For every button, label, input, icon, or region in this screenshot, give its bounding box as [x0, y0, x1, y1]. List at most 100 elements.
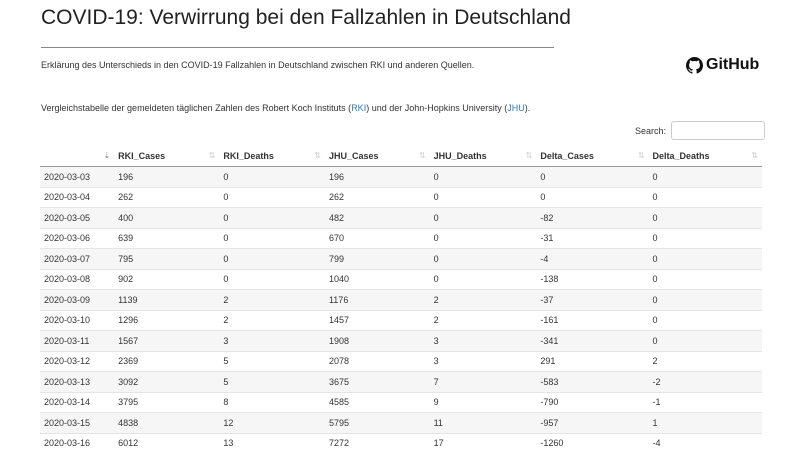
- table-cell: 11: [429, 412, 537, 433]
- rki-link[interactable]: RKI: [351, 103, 367, 113]
- sort-icon: ⇅: [637, 151, 645, 160]
- table-cell: 2020-03-13: [40, 371, 115, 392]
- table-cell: 2020-03-03: [40, 166, 115, 187]
- intro-before: Vergleichstabelle der gemeldeten täglich…: [41, 103, 352, 113]
- table-cell: 2: [429, 289, 537, 310]
- table-row: 2020-03-03 196 0 196 0 0 0: [40, 166, 762, 187]
- table-cell: 1908: [324, 330, 430, 351]
- sort-icon: ⇣: [103, 151, 111, 160]
- table-cell: 0: [648, 309, 762, 331]
- table-cell: 0: [429, 207, 537, 228]
- sort-icon: ⇅: [314, 151, 321, 160]
- table-row: 2020-03-11 1567 3 1908 3 -341 0: [40, 330, 762, 351]
- table-cell: 0: [219, 186, 325, 208]
- table-cell: 3675: [324, 371, 430, 392]
- table-cell: -790: [536, 391, 649, 413]
- table-cell: 2020-03-05: [40, 207, 115, 228]
- table-cell: 400: [114, 207, 220, 228]
- table-cell: 196: [114, 166, 220, 187]
- table-cell: 2020-03-06: [40, 227, 115, 249]
- table-cell: 482: [324, 207, 430, 228]
- table-cell: 0: [536, 166, 649, 187]
- table-cell: 1139: [114, 289, 220, 310]
- intro-middle: ) und der John-Hopkins University (: [366, 103, 508, 113]
- table-cell: 3: [429, 330, 537, 351]
- table-cell: 0: [429, 186, 537, 208]
- table-cell: 1176: [324, 289, 430, 310]
- table-cell: 2020-03-11: [40, 330, 115, 351]
- comparison-table: ⇣ RKI_Cases ⇅ RKI_Deaths ⇅ JHU_Cases ⇅ JHU_Deat…: [40, 145, 762, 453]
- column-label: JHU_Cases: [328, 150, 379, 161]
- table-cell: 8: [219, 391, 325, 413]
- jhu-link[interactable]: JHU: [507, 103, 525, 113]
- table-cell: -4: [536, 248, 649, 269]
- column-header-jhu-cases[interactable]: JHU_Cases ⇅: [324, 145, 430, 167]
- table-row: 2020-03-09 1139 2 1176 2 -37 0: [40, 289, 762, 310]
- page-title: COVID-19: Verwirrung bei den Fallzahlen …: [41, 6, 571, 29]
- intro-after: ).: [524, 103, 531, 113]
- table-cell: 1296: [114, 309, 220, 331]
- description: Erklärung des Unterschieds in den COVID-…: [41, 60, 475, 70]
- table-cell: 13: [219, 432, 325, 453]
- table-cell: 0: [219, 227, 325, 249]
- table-cell: 2020-03-10: [40, 309, 115, 331]
- search-label: Search:: [635, 125, 667, 136]
- table-cell: 4838: [114, 412, 220, 433]
- column-label: JHU_Deaths: [433, 150, 487, 161]
- table-cell: 799: [324, 248, 430, 269]
- table-row: 2020-03-08 902 0 1040 0 -138 0: [40, 268, 762, 290]
- table-row: 2020-03-05 400 0 482 0 -82 0: [40, 207, 762, 228]
- table-cell: 196: [324, 166, 430, 187]
- table-cell: 902: [114, 268, 220, 290]
- table-cell: 3: [429, 350, 537, 372]
- column-header-jhu-deaths[interactable]: JHU_Deaths ⇅: [429, 145, 537, 167]
- column-header-rki-cases[interactable]: RKI_Cases ⇅: [114, 145, 220, 167]
- table-cell: 670: [324, 227, 430, 249]
- column-header-delta-deaths[interactable]: Delta_Deaths ⇅: [648, 145, 762, 167]
- table-cell: 2020-03-08: [40, 268, 115, 290]
- table-row: 2020-03-04 262 0 262 0 0 0: [40, 186, 762, 208]
- table-cell: 12: [219, 412, 325, 433]
- table-cell: 0: [429, 166, 537, 187]
- table-row: 2020-03-13 3092 5 3675 7 -583 -2: [40, 371, 762, 392]
- table-cell: 0: [648, 289, 762, 310]
- table-cell: 0: [648, 248, 762, 269]
- table-cell: 6012: [114, 432, 220, 453]
- intro-text: Vergleichstabelle der gemeldeten täglich…: [41, 103, 530, 113]
- table-cell: -1260: [536, 432, 649, 453]
- table-cell: 0: [219, 166, 325, 187]
- table-cell: 0: [648, 268, 762, 290]
- table-cell: 0: [648, 186, 762, 208]
- github-icon: [686, 56, 703, 74]
- table-cell: -4: [648, 432, 762, 453]
- table-cell: -1: [648, 391, 762, 413]
- table-cell: 0: [648, 166, 762, 187]
- table-cell: 1040: [324, 268, 430, 290]
- table-cell: 1: [648, 412, 762, 433]
- table-cell: 0: [429, 227, 537, 249]
- table-cell: -2: [648, 371, 762, 392]
- search-input[interactable]: [671, 121, 766, 140]
- github-link[interactable]: GitHub: [686, 56, 759, 74]
- table-cell: 0: [648, 207, 762, 228]
- table-cell: 0: [429, 268, 537, 290]
- table-cell: -138: [536, 268, 649, 290]
- table-row: 2020-03-14 3795 8 4585 9 -790 -1: [40, 391, 762, 413]
- table-cell: 3: [219, 330, 325, 351]
- column-label: RKI_Deaths: [223, 150, 274, 161]
- column-header-date[interactable]: ⇣: [40, 145, 115, 167]
- table-cell: 2: [219, 309, 325, 331]
- table-row: 2020-03-12 2369 5 2078 3 291 2: [40, 350, 762, 372]
- column-header-delta-cases[interactable]: Delta_Cases ⇅: [536, 145, 649, 167]
- table-cell: -341: [536, 330, 649, 351]
- column-header-rki-deaths[interactable]: RKI_Deaths ⇅: [219, 145, 325, 167]
- table-row: 2020-03-06 639 0 670 0 -31 0: [40, 227, 762, 249]
- table-cell: 291: [536, 350, 649, 372]
- table-row: 2020-03-15 4838 12 5795 11 -957 1: [40, 412, 762, 433]
- table-cell: 7272: [324, 432, 430, 453]
- table-cell: 639: [114, 227, 220, 249]
- table-cell: -37: [536, 289, 649, 310]
- table-cell: -583: [536, 371, 649, 392]
- table-cell: 3092: [114, 371, 220, 392]
- table-cell: 2020-03-09: [40, 289, 115, 310]
